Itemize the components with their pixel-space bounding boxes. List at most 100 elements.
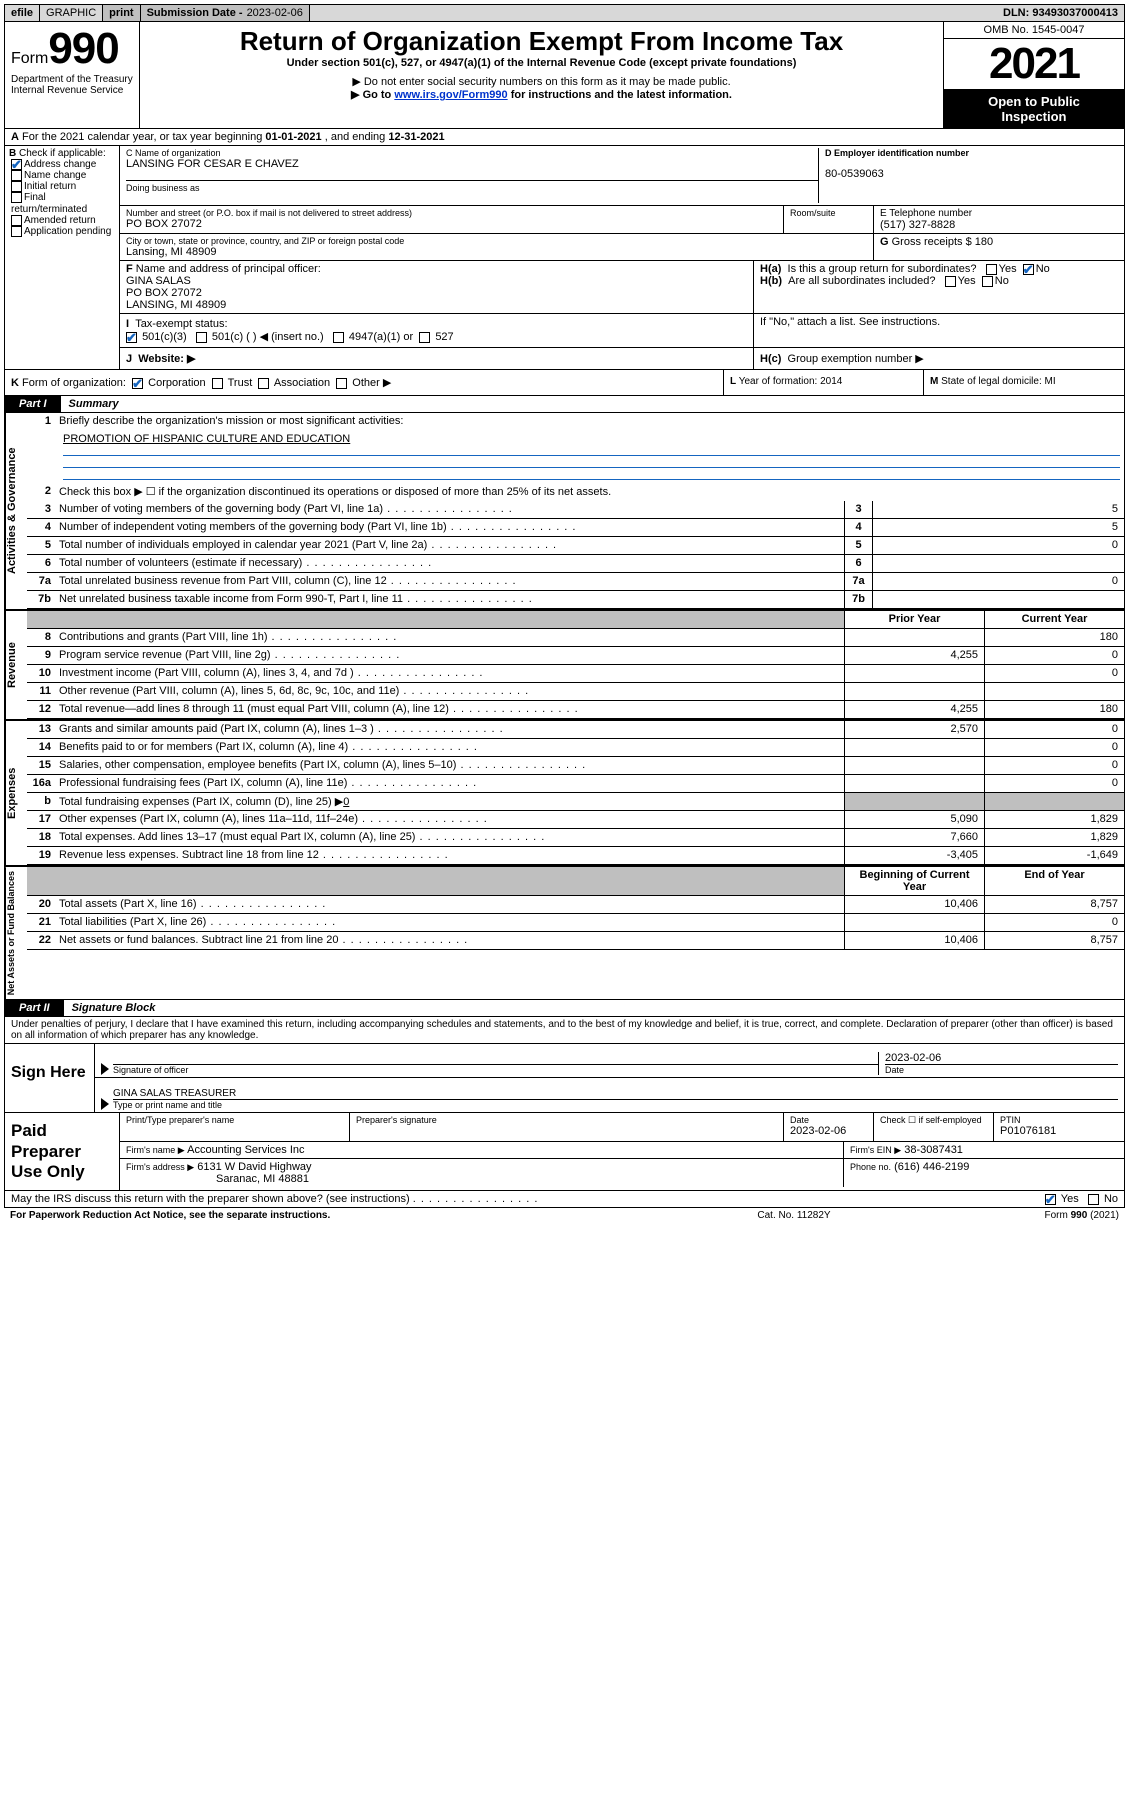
line-16b: Total fundraising expenses (Part IX, col… xyxy=(55,793,844,810)
part-2-header: Part II Signature Block xyxy=(4,1000,1125,1017)
signature-of-officer: Signature of officer xyxy=(113,1064,878,1075)
chk-name-change[interactable]: Name change xyxy=(9,170,115,181)
irs-link[interactable]: www.irs.gov/Form990 xyxy=(394,89,507,101)
section-net-assets: Net Assets or Fund Balances Beginning of… xyxy=(4,867,1125,1000)
line-9: 9 Program service revenue (Part VIII, li… xyxy=(27,647,1124,665)
ptin: PTINP01076181 xyxy=(994,1113,1124,1141)
row-j-website: J Website: ▶ xyxy=(120,348,754,369)
row-klm: K Form of organization: Corporation Trus… xyxy=(4,370,1125,396)
chk-assoc[interactable] xyxy=(258,378,269,389)
open-to-public: Open to PublicInspection xyxy=(944,90,1124,128)
line-14: 14 Benefits paid to or for members (Part… xyxy=(27,739,1124,757)
form-subtitle-2: ▶ Do not enter social security numbers o… xyxy=(144,75,939,88)
line-5: 5 Total number of individuals employed i… xyxy=(27,537,1124,555)
line-3: 3 Number of voting members of the govern… xyxy=(27,501,1124,519)
chk-501c[interactable] xyxy=(196,332,207,343)
col-beginning-year: Beginning of Current Year xyxy=(844,867,984,895)
officer-name-title: GINA SALAS TREASURER Type or print name … xyxy=(113,1088,1118,1110)
page-footer: For Paperwork Reduction Act Notice, see … xyxy=(4,1208,1125,1223)
row-m-state: M State of legal domicile: MI xyxy=(924,370,1124,395)
box-h-note: If "No," attach a list. See instructions… xyxy=(754,314,1124,347)
box-e-phone: E Telephone number (517) 327-8828 xyxy=(874,206,1124,233)
firm-phone: Phone no. (616) 446-2199 xyxy=(844,1159,1124,1187)
col-prior-year: Prior Year xyxy=(844,611,984,628)
section-expenses: Expenses 13 Grants and similar amounts p… xyxy=(4,721,1125,867)
dln: DLN: 93493037000413 xyxy=(997,5,1124,21)
line-12: 12 Total revenue—add lines 8 through 11 … xyxy=(27,701,1124,719)
line-17: 17 Other expenses (Part IX, column (A), … xyxy=(27,811,1124,829)
address-room: Room/suite xyxy=(784,206,874,233)
line-7a: 7a Total unrelated business revenue from… xyxy=(27,573,1124,591)
line-16a: 16a Professional fundraising fees (Part … xyxy=(27,775,1124,793)
chk-final-return[interactable]: Final return/terminated xyxy=(9,192,115,214)
discuss-with-preparer: May the IRS discuss this return with the… xyxy=(4,1191,1125,1208)
box-b-checkboxes: B Check if applicable: Address change Na… xyxy=(5,146,120,369)
chk-address-change[interactable]: Address change xyxy=(9,159,115,170)
line-6: 6 Total number of volunteers (estimate i… xyxy=(27,555,1124,573)
row-i-tax-status: I Tax-exempt status: 501(c)(3) 501(c) ( … xyxy=(120,314,754,347)
efile-label: efile xyxy=(5,5,40,21)
line-18: 18 Total expenses. Add lines 13–17 (must… xyxy=(27,829,1124,847)
form-header: Form990 Department of the Treasury Inter… xyxy=(4,22,1125,129)
dept-irs: Internal Revenue Service xyxy=(11,85,133,96)
chk-discuss-yes[interactable] xyxy=(1045,1194,1056,1205)
line-22: 22 Net assets or fund balances. Subtract… xyxy=(27,932,1124,950)
arrow-icon xyxy=(101,1063,109,1075)
line-1-mission-label: Briefly describe the organization's miss… xyxy=(55,413,1124,431)
box-h: H(a) Is this a group return for subordin… xyxy=(754,261,1124,313)
row-k-form-org: K Form of organization: Corporation Trus… xyxy=(5,370,724,395)
row-a-tax-year: A For the 2021 calendar year, or tax yea… xyxy=(4,129,1125,146)
top-bar: efile GRAPHIC print Submission Date -202… xyxy=(4,4,1125,22)
print-button[interactable]: print xyxy=(103,5,140,21)
line-4: 4 Number of independent voting members o… xyxy=(27,519,1124,537)
line-19: 19 Revenue less expenses. Subtract line … xyxy=(27,847,1124,865)
signature-date: 2023-02-06 Date xyxy=(878,1052,1118,1075)
chk-amended-return[interactable]: Amended return xyxy=(9,215,115,226)
chk-4947[interactable] xyxy=(333,332,344,343)
col-current-year: Current Year xyxy=(984,611,1124,628)
tax-year: 2021 xyxy=(944,39,1124,90)
chk-527[interactable] xyxy=(419,332,430,343)
line-15: 15 Salaries, other compensation, employe… xyxy=(27,757,1124,775)
line-10: 10 Investment income (Part VIII, column … xyxy=(27,665,1124,683)
line-7b: 7b Net unrelated business taxable income… xyxy=(27,591,1124,609)
form-subtitle-3: ▶ Go to www.irs.gov/Form990 for instruct… xyxy=(144,88,939,101)
chk-other[interactable] xyxy=(336,378,347,389)
graphic-label: GRAPHIC xyxy=(40,5,103,21)
section-revenue: Revenue Prior Year Current Year 8 Contri… xyxy=(4,611,1125,721)
form-subtitle-1: Under section 501(c), 527, or 4947(a)(1)… xyxy=(144,57,939,69)
firm-address: Firm's address ▶ 6131 W David Highway Sa… xyxy=(120,1159,844,1187)
chk-application-pending[interactable]: Application pending xyxy=(9,226,115,237)
signature-declaration: Under penalties of perjury, I declare th… xyxy=(4,1017,1125,1044)
preparer-name: Print/Type preparer's name xyxy=(120,1113,350,1141)
box-d-ein: D Employer identification number 80-0539… xyxy=(818,148,1118,203)
line-8: 8 Contributions and grants (Part VIII, l… xyxy=(27,629,1124,647)
submission-date: Submission Date -2023-02-06 xyxy=(141,5,310,21)
line-13: 13 Grants and similar amounts paid (Part… xyxy=(27,721,1124,739)
row-l-year: L Year of formation: 2014 xyxy=(724,370,924,395)
chk-discuss-no[interactable] xyxy=(1088,1194,1099,1205)
box-h-c: H(c) Group exemption number ▶ xyxy=(754,348,1124,369)
line-21: 21 Total liabilities (Part X, line 26) 0 xyxy=(27,914,1124,932)
section-governance: Activities & Governance 1 Briefly descri… xyxy=(4,413,1125,611)
part-1-header: Part I Summary xyxy=(4,396,1125,413)
form-title: Return of Organization Exempt From Incom… xyxy=(144,26,939,57)
line-11: 11 Other revenue (Part VIII, column (A),… xyxy=(27,683,1124,701)
chk-corp[interactable] xyxy=(132,378,143,389)
chk-501c3[interactable] xyxy=(126,332,137,343)
line-20: 20 Total assets (Part X, line 16) 10,406… xyxy=(27,896,1124,914)
chk-trust[interactable] xyxy=(212,378,223,389)
firm-ein: Firm's EIN ▶ 38-3087431 xyxy=(844,1142,1124,1158)
paid-preparer-block: Paid Preparer Use Only Print/Type prepar… xyxy=(4,1113,1125,1191)
box-f-officer: F Name and address of principal officer:… xyxy=(120,261,754,313)
chk-self-employed[interactable]: Check ☐ if self-employed xyxy=(874,1113,994,1141)
line-2: Check this box ▶ ☐ if the organization d… xyxy=(55,483,1124,501)
sign-here-block: Sign Here Signature of officer 2023-02-0… xyxy=(4,1044,1125,1113)
omb-number: OMB No. 1545-0047 xyxy=(944,22,1124,39)
box-c-name: C Name of organization LANSING FOR CESAR… xyxy=(126,148,818,203)
col-end-year: End of Year xyxy=(984,867,1124,895)
box-g-gross: G Gross receipts $ 180 xyxy=(874,234,1124,260)
address-city: City or town, state or province, country… xyxy=(120,234,874,260)
chk-initial-return[interactable]: Initial return xyxy=(9,181,115,192)
preparer-date: Date2023-02-06 xyxy=(784,1113,874,1141)
